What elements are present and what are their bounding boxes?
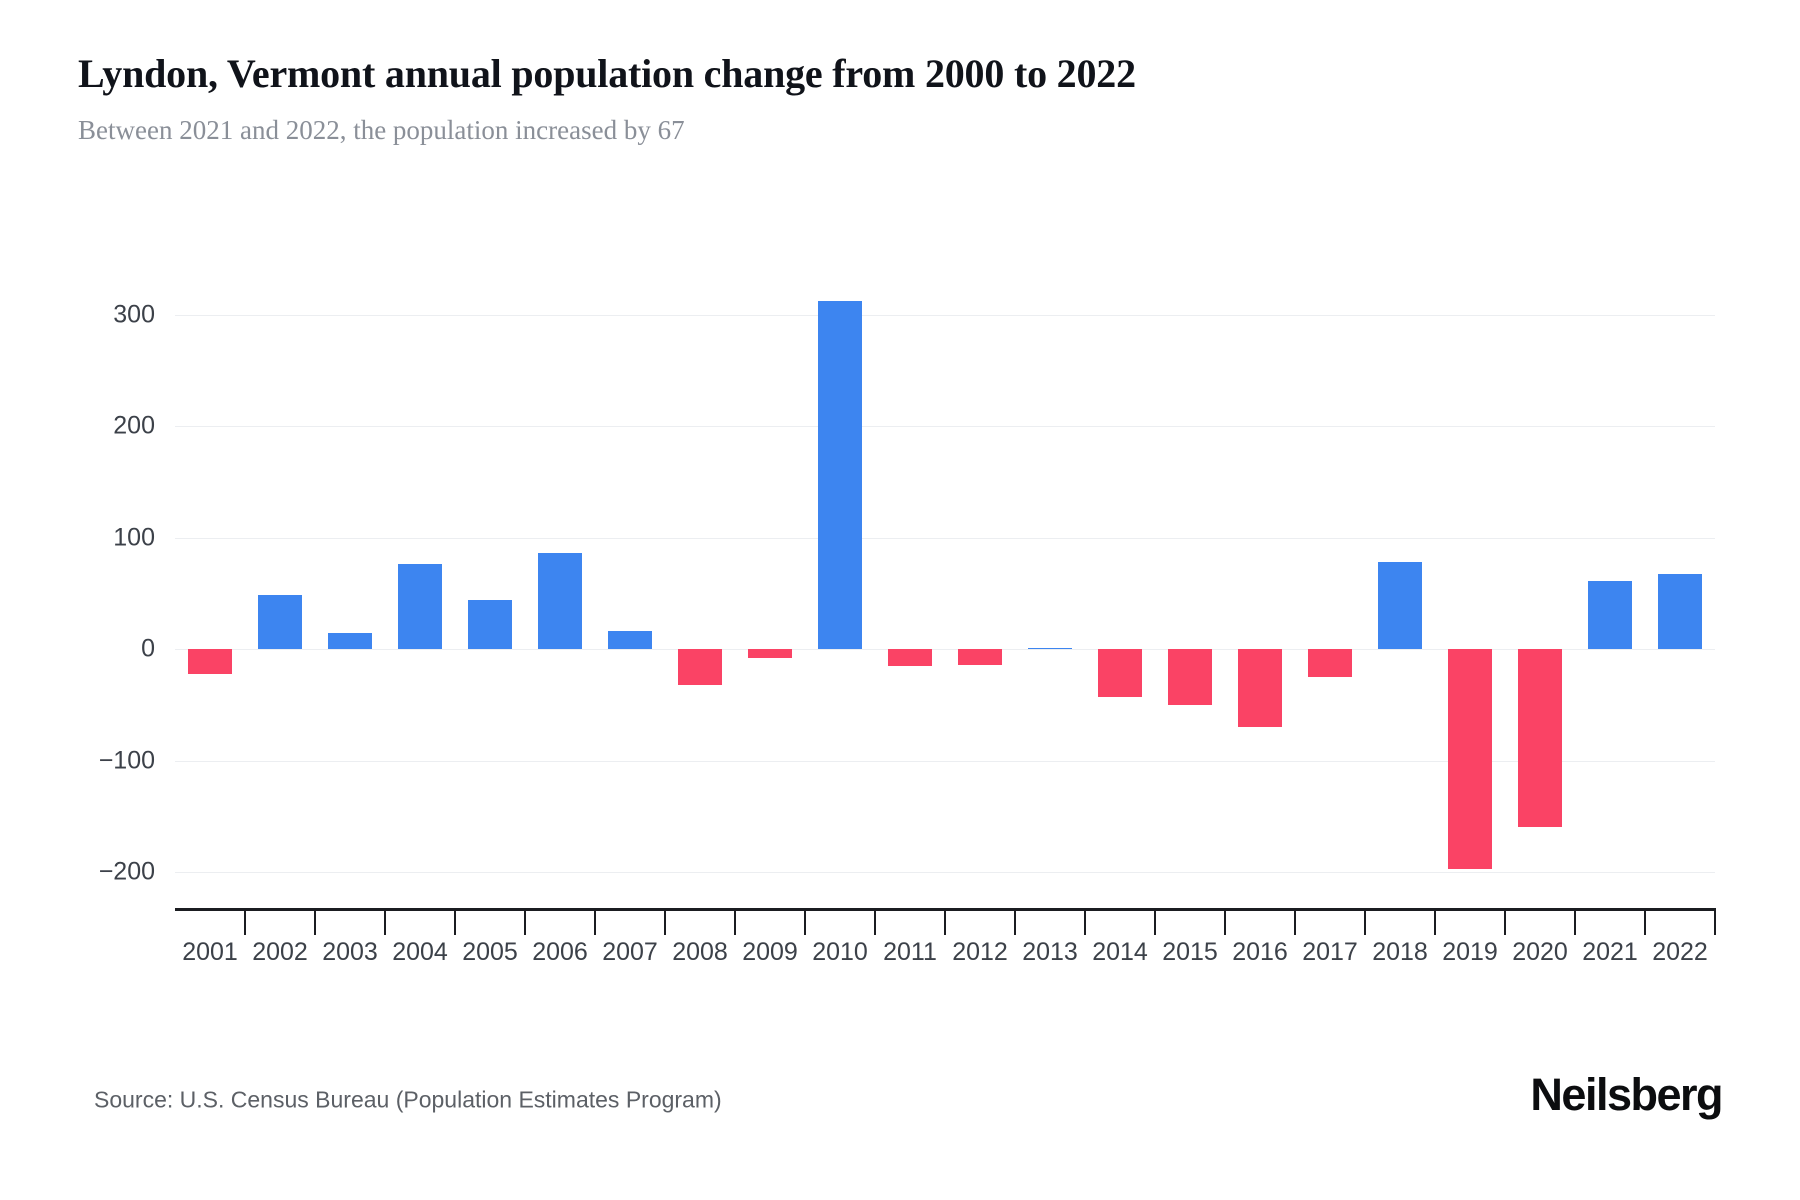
bar-2021[interactable] <box>1587 580 1633 649</box>
x-axis-tick-label-2015: 2015 <box>1162 938 1218 966</box>
x-axis-tick <box>1154 908 1156 935</box>
bar-2009[interactable] <box>747 649 793 658</box>
x-axis-tick <box>1364 908 1366 935</box>
x-axis-tick-label-2010: 2010 <box>812 938 868 966</box>
x-axis-tick-label-2019: 2019 <box>1442 938 1498 966</box>
x-axis-tick-label-2020: 2020 <box>1512 938 1568 966</box>
y-axis-tick-label: −100 <box>98 746 155 774</box>
bar-2001[interactable] <box>187 649 233 674</box>
bar-2013[interactable] <box>1027 647 1073 649</box>
x-axis-tick-label-2003: 2003 <box>322 938 378 966</box>
bar-2012[interactable] <box>957 649 1003 665</box>
gridline <box>175 537 1715 539</box>
y-axis-tick-label: 300 <box>113 300 155 328</box>
gridline <box>175 314 1715 316</box>
x-axis-tick <box>524 908 526 935</box>
bar-2002[interactable] <box>257 595 303 649</box>
bar-2015[interactable] <box>1167 649 1213 705</box>
brand-logo: Neilsberg <box>1530 1069 1723 1120</box>
x-axis-tick <box>314 908 316 935</box>
bar-2004[interactable] <box>397 564 443 649</box>
x-axis-tick-label-2002: 2002 <box>252 938 308 966</box>
chart-header: Lyndon, Vermont annual population change… <box>78 48 1718 148</box>
bar-2003[interactable] <box>327 633 373 649</box>
x-axis-tick-label-2014: 2014 <box>1092 938 1148 966</box>
gridline <box>175 649 1715 650</box>
gridline <box>175 426 1715 427</box>
x-axis-tick <box>1434 908 1436 935</box>
bar-2008[interactable] <box>677 649 723 685</box>
bar-2017[interactable] <box>1307 649 1353 677</box>
x-axis-tick <box>1504 908 1506 935</box>
x-axis-tick-label-2005: 2005 <box>462 938 518 966</box>
x-axis-tick <box>1294 908 1296 935</box>
bar-2018[interactable] <box>1377 562 1423 649</box>
x-axis-tick <box>244 908 246 935</box>
bar-2014[interactable] <box>1097 649 1143 697</box>
y-axis-tick-label: 0 <box>141 634 155 663</box>
bar-2011[interactable] <box>887 649 933 666</box>
x-axis-tick-label-2007: 2007 <box>602 938 658 966</box>
x-axis-tick <box>1714 908 1716 935</box>
x-axis-tick-label-2018: 2018 <box>1372 938 1428 966</box>
y-axis-tick-label: −200 <box>98 857 155 886</box>
gridline <box>175 760 1715 762</box>
x-axis-tick <box>944 908 946 935</box>
x-axis-tick <box>594 908 596 935</box>
x-axis-tick-label-2012: 2012 <box>952 938 1008 966</box>
chart-subtitle: Between 2021 and 2022, the population in… <box>78 115 685 145</box>
y-axis-tick-label: 100 <box>113 523 155 551</box>
x-axis-tick-label-2008: 2008 <box>672 938 728 966</box>
x-axis-tick <box>454 908 456 935</box>
bar-2007[interactable] <box>607 631 653 649</box>
x-axis-tick <box>804 908 806 935</box>
bar-2019[interactable] <box>1447 649 1493 869</box>
x-axis-tick-label-2017: 2017 <box>1302 938 1358 966</box>
bar-2010[interactable] <box>817 301 863 649</box>
x-axis-tick-label-2016: 2016 <box>1232 938 1288 966</box>
source-note: Source: U.S. Census Bureau (Population E… <box>94 1086 722 1113</box>
x-axis-tick <box>734 908 736 935</box>
x-axis-tick-label-2001: 2001 <box>182 938 238 966</box>
x-axis-tick-label-2011: 2011 <box>883 938 937 966</box>
bar-2016[interactable] <box>1237 649 1283 728</box>
bar-2022[interactable] <box>1657 574 1703 649</box>
bar-2006[interactable] <box>537 553 583 649</box>
x-axis-tick-label-2022: 2022 <box>1652 938 1708 966</box>
y-axis-tick-label: 200 <box>113 411 155 440</box>
x-axis-tick-label-2021: 2021 <box>1582 938 1638 966</box>
gridline <box>175 872 1715 873</box>
bar-2005[interactable] <box>467 599 513 649</box>
x-axis-tick-label-2004: 2004 <box>392 938 448 966</box>
x-axis-tick <box>874 908 876 935</box>
x-axis-tick <box>1014 908 1016 935</box>
x-axis-tick <box>1084 908 1086 935</box>
x-axis-tick-label-2013: 2013 <box>1022 938 1078 966</box>
x-axis-tick <box>384 908 386 935</box>
x-axis-tick-label-2006: 2006 <box>532 938 588 966</box>
x-axis-tick <box>1644 908 1646 935</box>
page-title: Lyndon, Vermont annual population change… <box>78 51 1136 96</box>
bar-2020[interactable] <box>1517 649 1563 828</box>
x-axis-tick <box>1224 908 1226 935</box>
x-axis-tick <box>1574 908 1576 935</box>
x-axis-tick <box>664 908 666 935</box>
x-axis-tick-label-2009: 2009 <box>742 938 798 966</box>
